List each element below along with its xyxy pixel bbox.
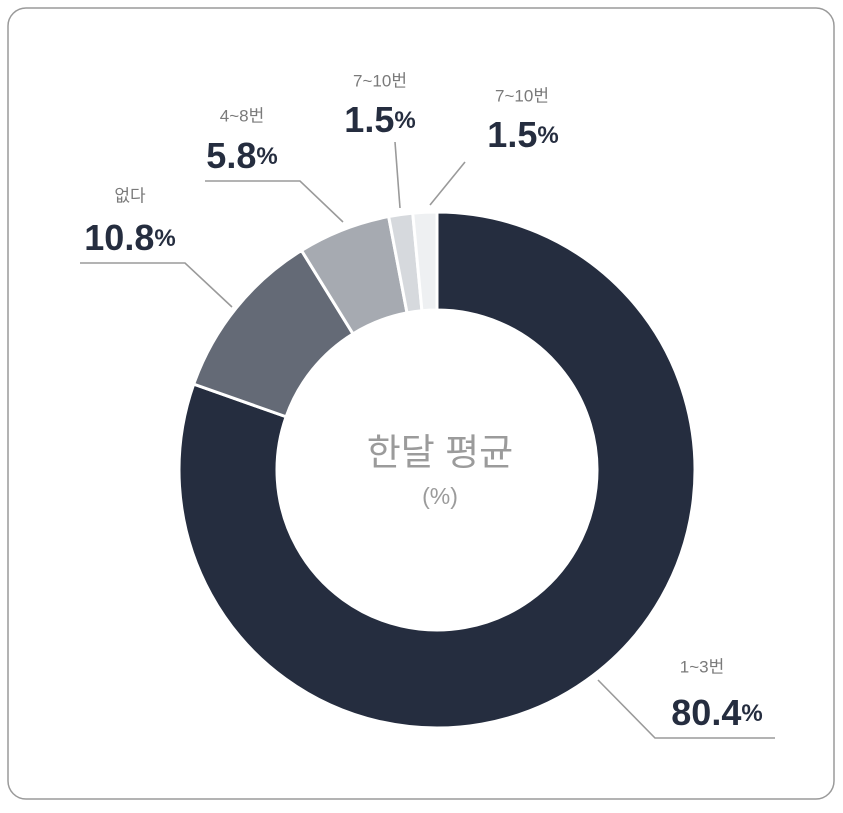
donut — [177, 210, 697, 730]
donut-slice — [411, 210, 439, 313]
category-label: 7~10번 — [495, 86, 549, 105]
leader-line — [394, 141, 401, 209]
category-label: 4~8번 — [220, 106, 264, 125]
leader-line — [80, 262, 233, 308]
leader-line — [597, 679, 775, 739]
center-subtitle: (%) — [422, 483, 458, 509]
category-label: 없다 — [114, 186, 146, 205]
donut-slice — [177, 210, 697, 730]
center-title: 한달 평균 — [367, 432, 513, 473]
value-label: 1.5% — [487, 114, 558, 155]
leader-line — [205, 180, 344, 223]
category-label: 1~3번 — [680, 657, 724, 676]
value-label: 10.8% — [84, 217, 175, 258]
value-label: 1.5% — [344, 99, 415, 140]
leader-line — [429, 161, 466, 206]
value-label: 80.4% — [671, 692, 762, 733]
value-label: 5.8% — [206, 135, 277, 176]
category-label: 7~10번 — [353, 71, 407, 90]
